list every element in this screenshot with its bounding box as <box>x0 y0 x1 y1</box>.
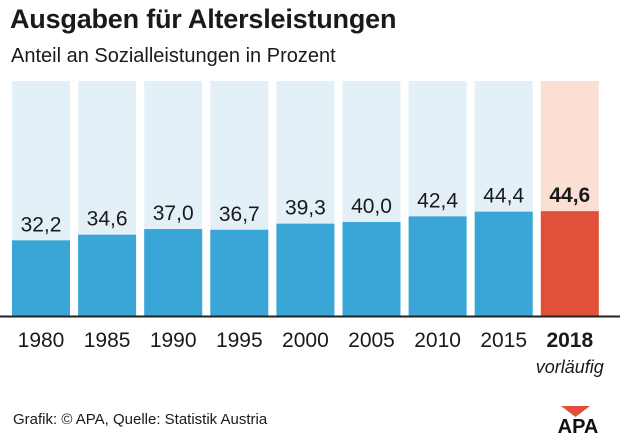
source-credit: Grafik: © APA, Quelle: Statistik Austria <box>13 411 268 428</box>
bar <box>210 229 269 316</box>
bar <box>276 223 335 316</box>
chart-subtitle: Anteil an Sozialleistungen in Prozent <box>11 45 336 67</box>
x-tick-label: 2018 <box>546 329 593 352</box>
bar <box>540 211 599 316</box>
x-tick-label: 2000 <box>282 329 329 352</box>
bar-value-label: 37,0 <box>153 202 194 225</box>
x-tick-label: 2005 <box>348 329 395 352</box>
apa-logo: APA <box>558 406 599 434</box>
x-tick-label: 1980 <box>18 329 65 352</box>
bar-value-label: 44,4 <box>483 185 524 208</box>
bar <box>12 240 70 316</box>
bar <box>408 216 467 316</box>
bar-chart: 32,2 1980 34,6 1985 37,0 1990 36,7 1995 39,3 2000… <box>0 81 620 377</box>
bar-value-label: 34,6 <box>87 208 128 231</box>
bar <box>78 234 137 316</box>
bar <box>144 229 203 316</box>
bar-value-label: 40,0 <box>351 195 392 218</box>
x-tick-label: 1990 <box>150 329 197 352</box>
x-tick-label: 1995 <box>216 329 263 352</box>
bar-value-label: 36,7 <box>219 203 260 226</box>
x-tick-label: 2010 <box>414 329 461 352</box>
bar-value-label: 44,6 <box>549 184 590 207</box>
bar-value-label: 32,2 <box>21 213 62 236</box>
x-tick-label: 2015 <box>480 329 527 352</box>
apa-logo-triangle <box>561 406 590 417</box>
bar <box>474 211 533 316</box>
bar <box>342 222 401 316</box>
chart-title: Ausgaben für Altersleistungen <box>10 4 397 34</box>
annotation-label: vorläufig <box>536 357 604 377</box>
bar-value-label: 42,4 <box>417 189 458 212</box>
apa-logo-text: APA <box>558 416 599 434</box>
bar-value-label: 39,3 <box>285 197 326 220</box>
x-tick-label: 1985 <box>84 329 131 352</box>
